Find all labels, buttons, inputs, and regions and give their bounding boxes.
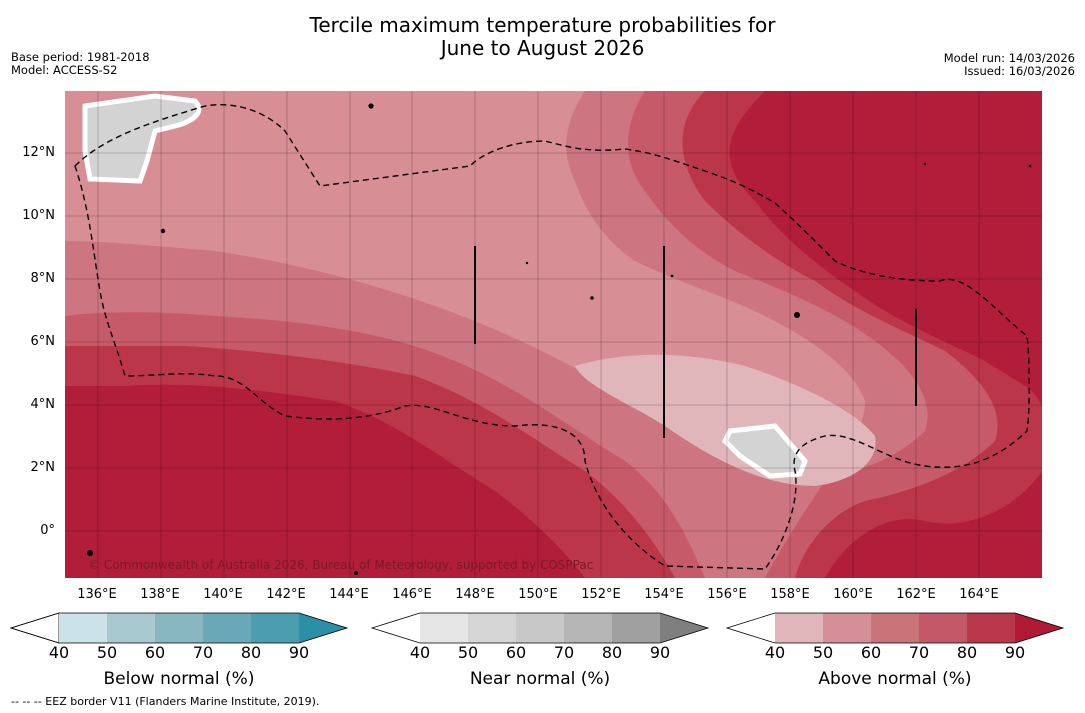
above-tick: 60	[860, 643, 882, 662]
legend-label-below: Below normal (%)	[103, 669, 255, 689]
islands	[87, 103, 1032, 575]
below-seg-0	[10, 612, 60, 644]
near-tick: 80	[601, 643, 623, 662]
lat-label-2n: 2°N	[30, 460, 56, 475]
legend-label-above: Above normal (%)	[818, 669, 972, 689]
lat-label-6n: 6°N	[30, 334, 56, 349]
lat-label-12n: 12°N	[22, 145, 55, 160]
near-seg-4	[564, 613, 612, 643]
above-tick: 70	[908, 643, 930, 662]
region-near-normal-1	[82, 93, 202, 184]
lon-label-136e: 136°E	[77, 587, 117, 602]
above-seg-2	[823, 613, 871, 643]
near-seg-0	[372, 613, 420, 643]
below-seg-3	[155, 613, 203, 643]
lon-label-148e: 148°E	[455, 587, 495, 602]
below-tick: 90	[288, 643, 310, 662]
lon-label-152e: 152°E	[581, 587, 621, 602]
run-info: Model run: 14/03/2026 Issued: 16/03/2026	[944, 52, 1075, 78]
near-seg-3	[516, 613, 564, 643]
above-seg-5	[967, 613, 1015, 643]
below-seg-6	[299, 613, 347, 643]
copyright-notice: © Commonwealth of Australia 2026, Bureau…	[88, 558, 594, 572]
lat-label-10n: 10°N	[22, 208, 55, 223]
base-period: Base period: 1981-2018	[11, 50, 150, 64]
colorbar-near-normal	[371, 612, 710, 644]
lon-label-154e: 154°E	[644, 587, 684, 602]
eez-border	[74, 104, 1030, 570]
lon-label-140e: 140°E	[203, 587, 243, 602]
below-tick: 40	[48, 643, 70, 662]
near-seg-6	[660, 613, 708, 643]
lon-label-144e: 144°E	[329, 587, 369, 602]
below-seg-5	[251, 613, 299, 643]
below-tick: 50	[96, 643, 118, 662]
lon-label-160e: 160°E	[833, 587, 873, 602]
model-info: Base period: 1981-2018 Model: ACCESS-S2	[11, 51, 150, 77]
graticule	[65, 91, 1042, 578]
lon-label-158e: 158°E	[770, 587, 810, 602]
lat-label-0: 0°	[40, 523, 55, 538]
near-tick: 70	[553, 643, 575, 662]
probability-map	[65, 91, 1042, 578]
lon-label-142e: 142°E	[266, 587, 306, 602]
map-title: Tercile maximum temperature probabilitie…	[0, 14, 1085, 60]
lon-label-138e: 138°E	[140, 587, 180, 602]
below-seg-2	[107, 613, 155, 643]
title-line-2: June to August 2026	[440, 36, 645, 60]
below-tick: 60	[144, 643, 166, 662]
lat-label-8n: 8°N	[30, 271, 56, 286]
lon-label-164e: 164°E	[959, 587, 999, 602]
colorbar-above-normal	[726, 612, 1065, 644]
below-tick: 70	[192, 643, 214, 662]
region-near-normal-2	[721, 423, 808, 479]
above-seg-3	[871, 613, 919, 643]
near-seg-1	[420, 613, 468, 643]
near-tick: 40	[409, 643, 431, 662]
above-seg-6	[1015, 613, 1063, 643]
near-tick: 90	[649, 643, 671, 662]
lon-label-150e: 150°E	[518, 587, 558, 602]
colorbar-below-normal	[10, 612, 349, 644]
near-tick: 50	[457, 643, 479, 662]
lon-label-146e: 146°E	[392, 587, 432, 602]
model-name: Model: ACCESS-S2	[11, 63, 118, 77]
lat-label-4n: 4°N	[30, 397, 56, 412]
lon-label-162e: 162°E	[896, 587, 936, 602]
below-tick: 80	[240, 643, 262, 662]
lon-label-156e: 156°E	[707, 587, 747, 602]
boundary-lines	[474, 246, 917, 438]
above-seg-1	[775, 613, 823, 643]
above-seg-4	[919, 613, 967, 643]
near-tick: 60	[505, 643, 527, 662]
legend-label-near: Near normal (%)	[469, 669, 611, 689]
below-seg-1	[59, 613, 107, 643]
above-tick: 80	[956, 643, 978, 662]
near-seg-2	[468, 613, 516, 643]
near-seg-5	[612, 613, 660, 643]
title-line-1: Tercile maximum temperature probabilitie…	[309, 13, 776, 37]
below-seg-4	[203, 613, 251, 643]
map-canvas	[65, 91, 1042, 578]
above-seg-0	[727, 613, 775, 643]
issued-date: Issued: 16/03/2026	[964, 64, 1075, 78]
model-run: Model run: 14/03/2026	[943, 51, 1075, 65]
above-tick: 50	[812, 643, 834, 662]
eez-footnote: -- -- -- EEZ border V11 (Flanders Marine…	[11, 695, 320, 708]
above-tick: 90	[1004, 643, 1026, 662]
above-tick: 40	[764, 643, 786, 662]
